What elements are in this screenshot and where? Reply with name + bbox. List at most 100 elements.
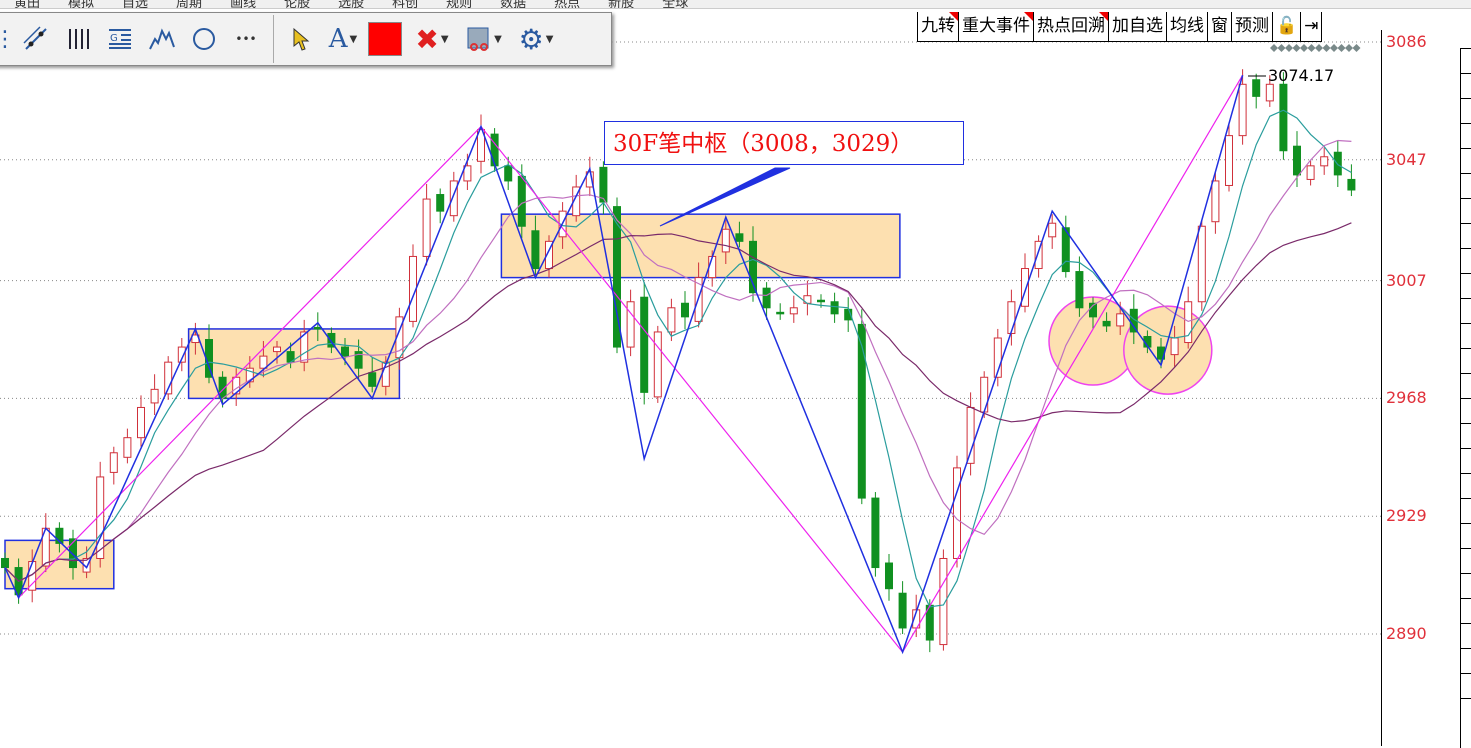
- y-tick-label: 3007: [1386, 270, 1427, 290]
- candle-body: [613, 206, 621, 348]
- candle-body: [517, 175, 526, 227]
- marker-diamond: [1277, 44, 1286, 52]
- candle-body: [259, 355, 268, 369]
- candle-body: [137, 406, 145, 439]
- more-icon[interactable]: •••: [235, 32, 257, 46]
- menu-item[interactable]: 黄田: [14, 0, 41, 9]
- top-tab[interactable]: 🔓: [1273, 12, 1302, 42]
- y-tick-label: 3086: [1386, 32, 1427, 51]
- candle-body: [749, 240, 757, 294]
- wave-icon[interactable]: [141, 19, 183, 59]
- menu-item[interactable]: 自选: [122, 0, 149, 9]
- save-button[interactable]: ▼: [458, 19, 510, 59]
- menu-item[interactable]: 周期: [176, 0, 203, 9]
- candle-body: [1211, 180, 1220, 223]
- dots-icon[interactable]: ⋮: [0, 26, 16, 52]
- candlestick-chart[interactable]: [0, 0, 1381, 746]
- marker-diamond: [1345, 44, 1353, 52]
- candle-body: [1320, 156, 1329, 167]
- vertical-lines-icon[interactable]: [57, 19, 99, 59]
- candle-body: [327, 332, 336, 348]
- menu-item[interactable]: 选股: [338, 0, 365, 9]
- menu-item[interactable]: 规则: [446, 0, 473, 9]
- top-tab[interactable]: 窗: [1208, 12, 1232, 42]
- candle-body: [953, 467, 961, 559]
- candle-body: [1252, 79, 1261, 97]
- menu-item[interactable]: 画线: [230, 0, 257, 9]
- candle-body: [490, 133, 499, 167]
- candle-body: [1075, 271, 1084, 309]
- candle-body: [871, 497, 880, 569]
- menu-item[interactable]: 全球: [662, 0, 689, 9]
- y-tick-label: 3047: [1386, 149, 1427, 169]
- menu-item[interactable]: 新股: [608, 0, 635, 9]
- marker-diamond: [1292, 44, 1301, 52]
- save-icon: [467, 27, 489, 51]
- candle-body: [681, 302, 689, 318]
- settings-button[interactable]: ⚙ ▼: [510, 19, 562, 59]
- candle-body: [898, 592, 907, 629]
- candle-body: [885, 562, 893, 590]
- candle-body: [762, 287, 771, 309]
- marker-diamond: [1352, 44, 1361, 52]
- candle-body: [477, 129, 485, 162]
- menu-item[interactable]: 热点: [554, 0, 581, 9]
- candle-body: [1048, 222, 1057, 238]
- candle-body: [1197, 225, 1206, 303]
- marker-diamond: [1285, 44, 1293, 52]
- candle-body: [1007, 301, 1016, 334]
- chevron-down-icon: ▼: [545, 33, 554, 45]
- top-tabs: 九转 重大事件 热点回溯 加自选 均线窗预测 🔓 ⇥: [917, 12, 1323, 42]
- chevron-down-icon: ▼: [349, 33, 358, 45]
- svg-text:G: G: [110, 33, 118, 44]
- top-tab[interactable]: 热点回溯: [1034, 12, 1109, 42]
- y-tick-label: 2968: [1386, 388, 1427, 408]
- candle-body: [368, 372, 377, 387]
- pointer-icon[interactable]: [280, 19, 322, 59]
- candle-body: [857, 323, 866, 499]
- candle-body: [1293, 145, 1301, 176]
- candle-body: [341, 346, 349, 357]
- text-tool-button[interactable]: A ▼: [322, 19, 364, 59]
- candle-body: [436, 194, 445, 212]
- top-tab[interactable]: 均线: [1167, 12, 1208, 42]
- candle-body: [1116, 313, 1125, 327]
- candle-body: [966, 406, 975, 464]
- candle-body: [572, 186, 581, 217]
- color-swatch[interactable]: [364, 19, 406, 59]
- candle-body: [1184, 301, 1193, 344]
- candle-body: [721, 228, 730, 253]
- top-tab[interactable]: ⇥: [1301, 12, 1323, 42]
- gann-icon[interactable]: G: [99, 19, 141, 59]
- candle-body: [504, 165, 513, 182]
- menu-item[interactable]: 论股: [284, 0, 311, 9]
- menu-item[interactable]: 科创: [392, 0, 419, 9]
- top-tab[interactable]: 九转: [918, 12, 959, 42]
- circle-icon[interactable]: [183, 19, 225, 59]
- candle-body: [164, 361, 173, 395]
- top-tab[interactable]: 重大事件: [959, 12, 1034, 42]
- high-price-label: 3074.17: [1268, 66, 1335, 85]
- candle-body: [150, 388, 159, 404]
- candle-body: [313, 326, 322, 330]
- menu-item[interactable]: 数据: [500, 0, 527, 9]
- candle-body: [123, 437, 132, 458]
- menu-item[interactable]: 模拟: [68, 0, 95, 9]
- parallel-line-icon[interactable]: [15, 19, 57, 59]
- zhongshu-annotation[interactable]: 30F笔中枢（3008，3029）: [604, 121, 964, 165]
- candle-body: [545, 240, 553, 270]
- delete-button[interactable]: ✖ ▼: [406, 19, 458, 59]
- candle-body: [273, 346, 281, 353]
- candle-body: [354, 351, 363, 369]
- candle-body: [69, 538, 77, 569]
- candle-body: [300, 331, 309, 363]
- candle-body: [1265, 83, 1274, 102]
- candle-body: [667, 307, 676, 333]
- marker-diamond: [1337, 44, 1346, 52]
- top-tab[interactable]: 预测: [1232, 12, 1273, 42]
- candle-body: [1238, 83, 1247, 137]
- top-tab[interactable]: 加自选: [1109, 12, 1167, 42]
- zhongshu-box: [500, 213, 901, 279]
- candle-body: [980, 376, 989, 413]
- candle-body: [1279, 83, 1288, 152]
